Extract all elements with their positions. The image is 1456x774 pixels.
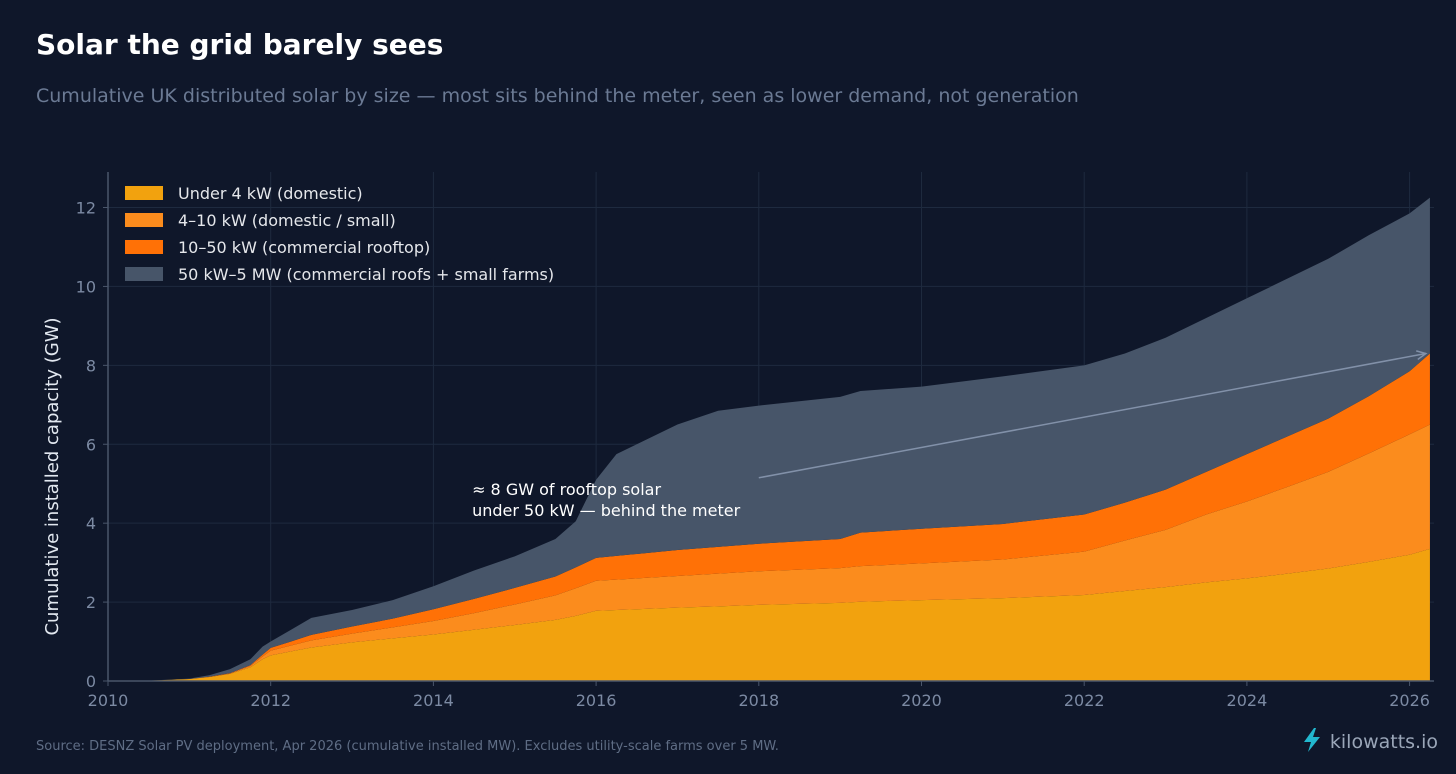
y-tick-label: 6 bbox=[86, 435, 96, 454]
annotation-text-line: under 50 kW — behind the meter bbox=[472, 501, 741, 520]
legend: Under 4 kW (domestic) 4–10 kW (domestic /… bbox=[125, 184, 554, 284]
source-note: Source: DESNZ Solar PV deployment, Apr 2… bbox=[36, 739, 779, 754]
area-series-1 bbox=[108, 548, 1430, 681]
legend-swatch bbox=[125, 213, 163, 227]
page-title: Solar the grid barely sees bbox=[36, 28, 444, 61]
legend-label: 50 kW–5 MW (commercial roofs + small far… bbox=[178, 265, 554, 284]
x-tick-label: 2020 bbox=[901, 691, 942, 710]
brand: kilowatts.io bbox=[1302, 728, 1438, 756]
x-tick-label: 2026 bbox=[1389, 691, 1430, 710]
x-tick-label: 2018 bbox=[738, 691, 779, 710]
x-tick-label: 2010 bbox=[88, 691, 129, 710]
annotation-arrow bbox=[758, 352, 1427, 479]
legend-swatch bbox=[125, 240, 163, 254]
brand-name[interactable]: kilowatts.io bbox=[1329, 731, 1438, 753]
annotation: ≈ 8 GW of rooftop solar under 50 kW — beh… bbox=[472, 350, 1428, 520]
y-tick-label: 8 bbox=[86, 356, 96, 375]
x-tick-label: 2012 bbox=[250, 691, 291, 710]
axis-layer: 2010 2012 2014 2016 2018 2020 2022 2024 2026 0 2 4 6… bbox=[76, 172, 1434, 710]
y-axis-label: Cumulative installed capacity (GW) bbox=[42, 317, 63, 635]
lightning-bolt-icon bbox=[1302, 728, 1322, 756]
legend-swatch bbox=[125, 186, 163, 200]
area-layer bbox=[108, 197, 1430, 682]
legend-label: 10–50 kW (commercial rooftop) bbox=[178, 238, 430, 257]
x-tick-label: 2022 bbox=[1064, 691, 1105, 710]
y-tick-label: 10 bbox=[76, 277, 96, 296]
annotation-arrowhead bbox=[1416, 350, 1428, 361]
area-series-2 bbox=[108, 424, 1430, 681]
page-subtitle: Cumulative UK distributed solar by size … bbox=[36, 85, 1079, 107]
x-tick-label: 2014 bbox=[413, 691, 454, 710]
x-tick-label: 2024 bbox=[1227, 691, 1268, 710]
legend-label: Under 4 kW (domestic) bbox=[178, 184, 363, 203]
annotation-text-line: ≈ 8 GW of rooftop solar bbox=[472, 480, 661, 499]
y-tick-label: 0 bbox=[86, 672, 96, 691]
y-tick-label: 4 bbox=[86, 514, 96, 533]
area-series-3 bbox=[108, 353, 1430, 681]
legend-label: 4–10 kW (domestic / small) bbox=[178, 211, 396, 230]
x-tick-label: 2016 bbox=[576, 691, 617, 710]
area-series-4 bbox=[108, 197, 1430, 682]
legend-swatch bbox=[125, 267, 163, 281]
y-tick-label: 2 bbox=[86, 593, 96, 612]
y-tick-label: 12 bbox=[76, 199, 96, 218]
